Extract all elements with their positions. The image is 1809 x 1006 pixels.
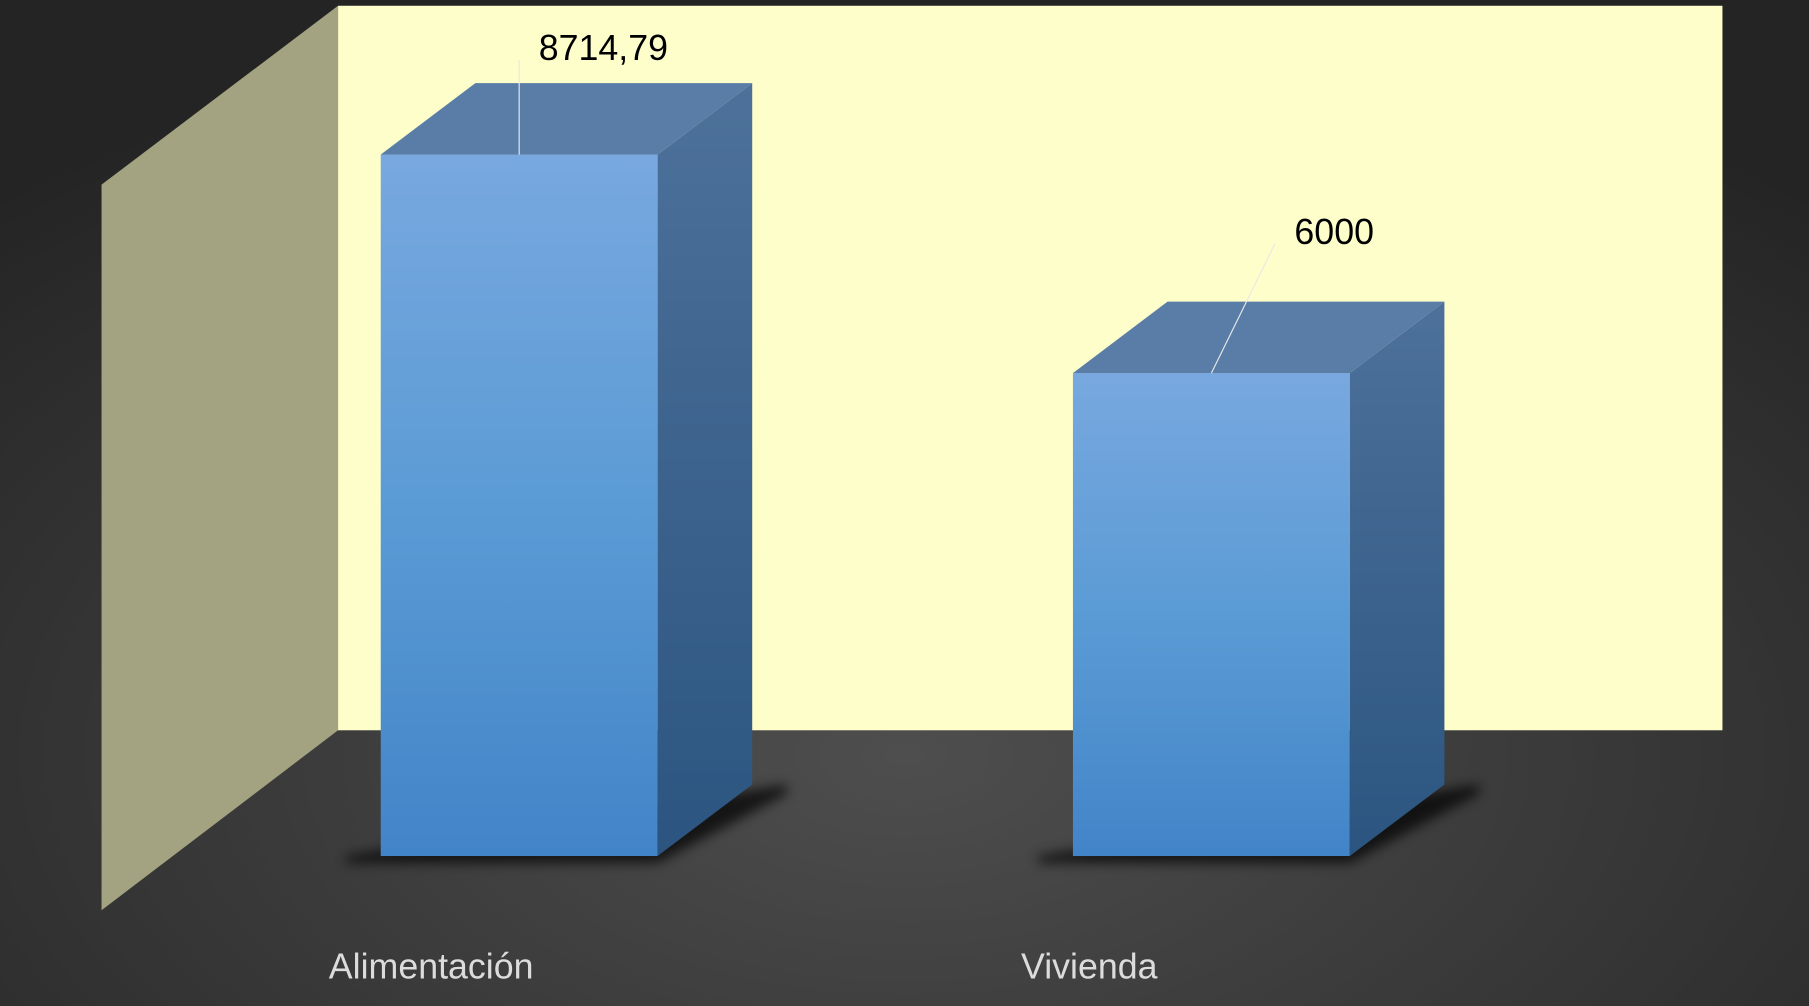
bar-top — [1072, 301, 1445, 374]
leader-line — [1210, 243, 1276, 374]
side-wall — [101, 5, 339, 911]
bar — [380, 154, 658, 857]
x-tick-label: Vivienda — [1021, 946, 1158, 986]
bar — [1072, 373, 1350, 857]
bar-side — [1349, 301, 1445, 857]
data-label: 6000 — [1294, 212, 1374, 252]
data-label: 8714,79 — [539, 28, 668, 68]
x-tick-label: Alimentación — [329, 946, 534, 986]
bar-side — [657, 83, 753, 857]
bar-top — [380, 83, 753, 155]
